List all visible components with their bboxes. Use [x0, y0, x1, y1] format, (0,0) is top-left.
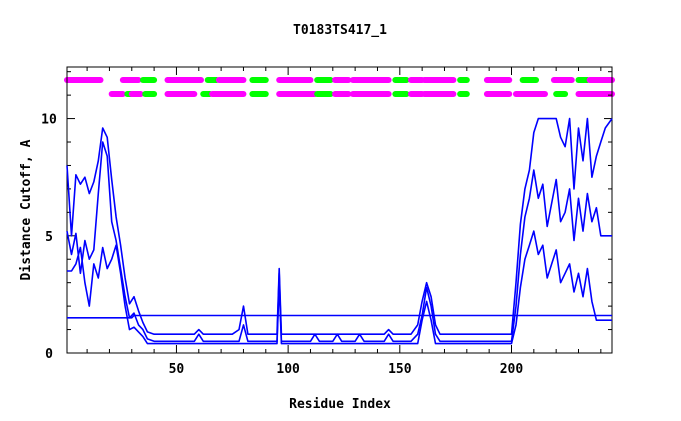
secondary-structure — [64, 77, 615, 97]
series-lines — [66, 117, 613, 345]
y-axis-label: Distance Cutoff, A — [19, 139, 34, 280]
series-line-3 — [67, 230, 612, 345]
series-line-2 — [66, 141, 612, 343]
y-tick-label: 0 — [45, 347, 53, 362]
y-tick-label: 10 — [41, 113, 57, 128]
series-line-1 — [66, 117, 613, 336]
x-tick-label: 100 — [276, 362, 300, 377]
x-tick-label: 150 — [388, 362, 412, 377]
x-tick-label: 50 — [169, 362, 185, 377]
chart-title: T0183TS417_1 — [293, 23, 387, 38]
x-axis-label: Residue Index — [289, 397, 391, 412]
axis-ticks: 50 100 150 200 0 5 10 — [41, 67, 612, 377]
y-tick-label: 5 — [45, 230, 53, 245]
series-line-4 — [67, 314, 612, 319]
x-tick-label: 200 — [500, 362, 524, 377]
plot-frame — [66, 66, 613, 354]
